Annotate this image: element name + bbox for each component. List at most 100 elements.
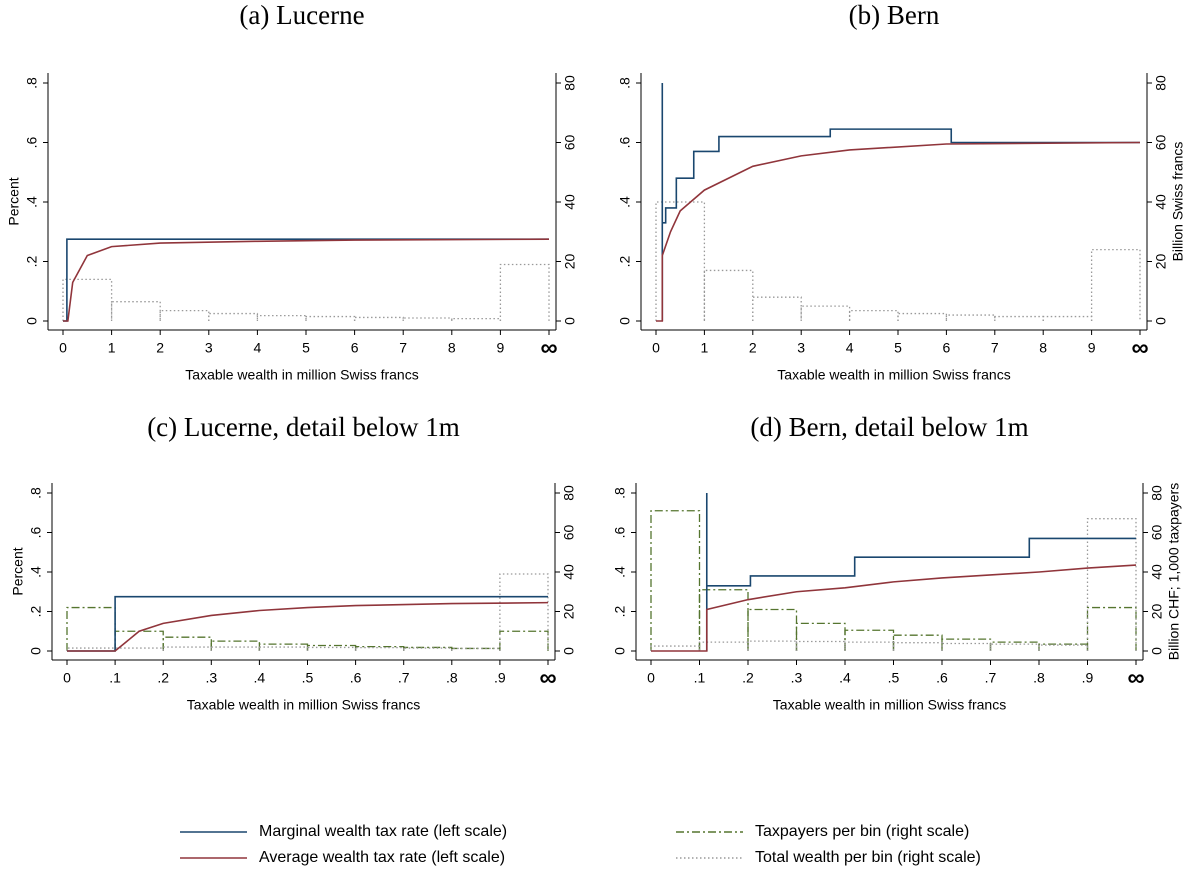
x-tick-label: 5 [302, 340, 310, 356]
histogram-bar [747, 608, 798, 651]
y-axis-title: Percent [6, 177, 22, 225]
x-tick-label: 0 [652, 340, 660, 356]
x-tick-label: 3 [797, 340, 805, 356]
x-tick-label: 0 [647, 670, 655, 686]
x-tick-label: 3 [205, 340, 213, 356]
y-tick-label: 0 [24, 317, 40, 325]
y2-tick-label: 60 [561, 525, 577, 541]
x-tick-label: .8 [1033, 670, 1045, 686]
y2-tick-label: 0 [1149, 647, 1165, 655]
histogram-bar [941, 642, 992, 651]
x-axis-title: Taxable wealth in million Swiss francs [777, 367, 1010, 383]
histogram-bar [403, 647, 453, 651]
y2-tick-label: 20 [1153, 254, 1169, 270]
line [656, 141, 1141, 322]
histogram-bar [989, 643, 1040, 651]
histogram-bar [499, 573, 549, 651]
histogram-bar [892, 642, 943, 651]
y2-tick-label: 80 [562, 75, 578, 91]
line [63, 238, 550, 322]
histogram-bar [1086, 606, 1137, 651]
x-tick-label: .9 [494, 670, 506, 686]
histogram-bar [451, 647, 501, 651]
y-tick-label: 0 [617, 317, 633, 325]
x-tick-label: 9 [497, 340, 505, 356]
histogram-bar [795, 622, 846, 651]
histogram-bar [800, 305, 851, 321]
y2-axis-title: Billion CHF; 1,000 taxpayers [1166, 483, 1182, 660]
histogram-bar [451, 317, 502, 321]
y2-tick-label: 40 [1149, 564, 1165, 580]
histogram-bar [210, 640, 261, 651]
x-tick-label: ∞ [1127, 664, 1144, 691]
y-tick-label: .8 [28, 487, 44, 499]
x-tick-label: .3 [791, 670, 803, 686]
line [705, 493, 1136, 651]
histogram-bar [402, 317, 453, 321]
x-tick-label: .9 [1082, 670, 1094, 686]
y2-tick-label: 80 [561, 485, 577, 501]
histogram-bar [62, 278, 113, 321]
x-axis-title: Taxable wealth in million Swiss francs [185, 367, 418, 383]
histogram-bar [353, 316, 404, 321]
y2-tick-label: 20 [1149, 604, 1165, 620]
line [67, 595, 548, 652]
x-tick-label: 8 [1039, 340, 1047, 356]
legend-label: Taxpayers per bin (right scale) [755, 823, 969, 840]
histogram-bar [698, 641, 749, 651]
histogram-bar [403, 646, 453, 651]
x-tick-label: 6 [351, 340, 359, 356]
panel-title: (c) Lucerne, detail below 1m [147, 412, 460, 442]
y-tick-label: .4 [24, 196, 40, 208]
histogram-bar [208, 312, 259, 321]
x-tick-label: .7 [398, 670, 410, 686]
histogram-bar [162, 646, 212, 651]
histogram-bar [354, 646, 405, 651]
x-tick-label: 9 [1088, 340, 1096, 356]
x-tick-label: 0 [59, 340, 67, 356]
x-tick-label: .1 [694, 670, 706, 686]
y-tick-label: .8 [612, 487, 628, 499]
x-tick-label: 0 [63, 670, 71, 686]
y2-tick-label: 20 [561, 604, 577, 620]
y-tick-label: .2 [24, 255, 40, 267]
histogram-bar [698, 589, 749, 651]
x-tick-label: 7 [399, 340, 407, 356]
legend-label: Marginal wealth tax rate (left scale) [259, 823, 507, 840]
histogram-bar [66, 606, 116, 651]
x-tick-label: .5 [302, 670, 314, 686]
x-tick-label: .2 [742, 670, 754, 686]
y2-tick-label: 20 [562, 254, 578, 270]
histogram-bar [1042, 315, 1093, 321]
x-axis-title: Taxable wealth in million Swiss francs [773, 697, 1006, 713]
histogram-bar [897, 312, 948, 321]
x-tick-label: .6 [350, 670, 362, 686]
histogram-bar [258, 646, 309, 651]
histogram-bar [1038, 643, 1089, 651]
histogram-bar [844, 629, 895, 651]
x-tick-label: .3 [205, 670, 217, 686]
x-axis-title: Taxable wealth in million Swiss francs [187, 697, 420, 713]
panel-title: (a) Lucerne [239, 0, 364, 30]
histogram-bar [1090, 248, 1141, 321]
histogram-bar [210, 646, 261, 651]
x-tick-label: 2 [156, 340, 164, 356]
x-tick-label: ∞ [1131, 334, 1148, 361]
histogram-bar [795, 640, 846, 651]
y-tick-label: 0 [612, 647, 628, 655]
y-tick-label: .4 [28, 566, 44, 578]
histogram-bar [650, 645, 701, 651]
histogram-bar [110, 301, 161, 321]
histogram-bar [499, 630, 549, 651]
line [67, 601, 549, 652]
y-tick-label: 0 [28, 647, 44, 655]
y-tick-label: .8 [617, 77, 633, 89]
y-tick-label: .8 [24, 77, 40, 89]
y-tick-label: .2 [617, 255, 633, 267]
y-axis-title: Percent [10, 547, 26, 595]
y-tick-label: .6 [24, 136, 40, 148]
histogram-bar [1086, 518, 1137, 651]
y2-tick-label: 80 [1149, 485, 1165, 501]
y2-tick-label: 80 [1153, 75, 1169, 91]
